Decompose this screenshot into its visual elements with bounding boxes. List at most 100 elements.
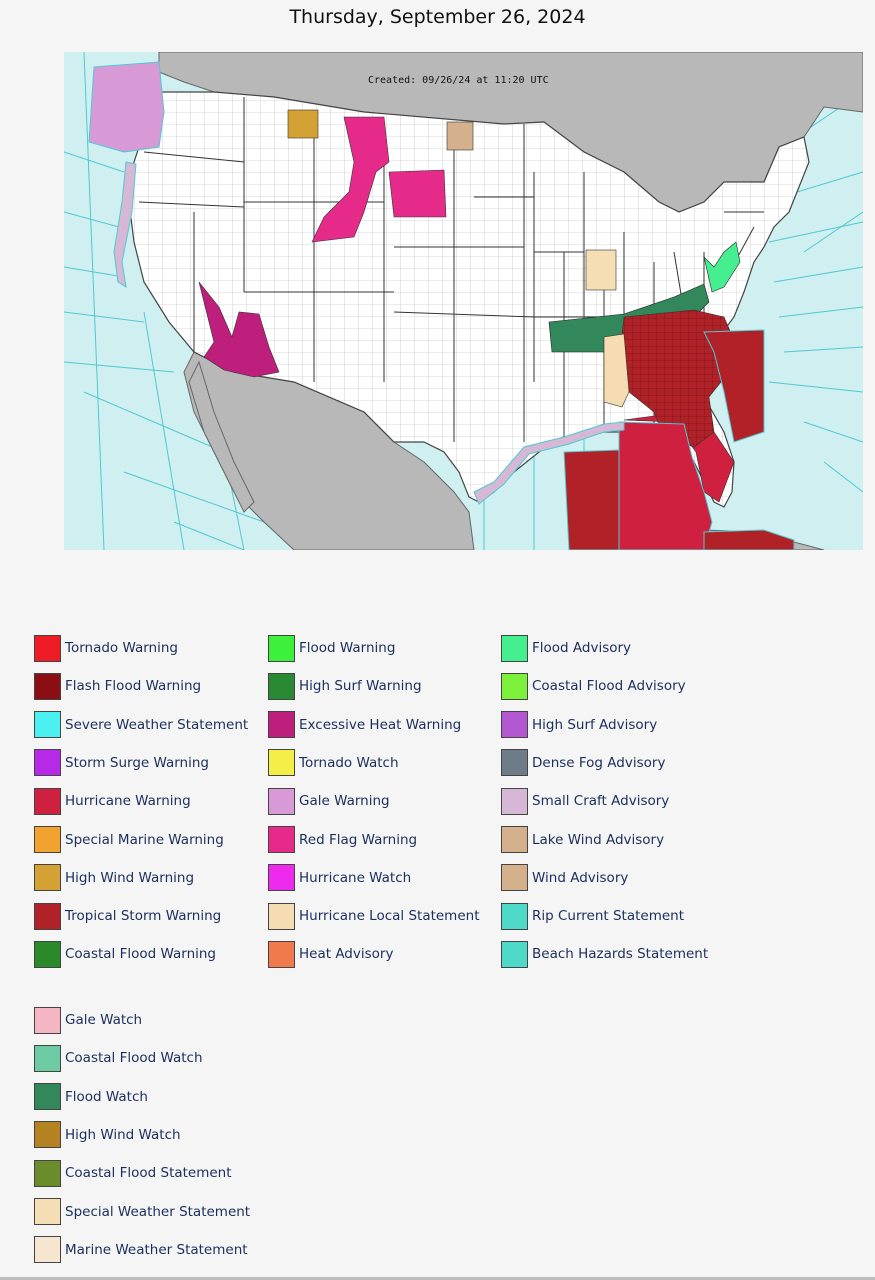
legend-swatch (34, 1006, 61, 1034)
hurricane-warning-gulf-marine (618, 421, 713, 550)
legend-label: Flood Warning (299, 640, 396, 656)
legend-label: High Wind Warning (65, 869, 195, 886)
legend-item-excessive-heat-warning: Excessive Heat Warning (268, 711, 461, 739)
high-wind-warning-montana (287, 109, 319, 139)
legend-label: Hurricane Warning (65, 793, 191, 810)
page-date-title: Thursday, September 26, 2024 (289, 6, 586, 28)
legend-swatch (34, 1121, 61, 1149)
legend-label: Marine Weather Statement (65, 1241, 248, 1258)
small-craft-advisory-gulf-coast (473, 421, 625, 505)
map-created-timestamp: Created: 09/26/24 at 11:20 UTC (368, 75, 549, 86)
legend-swatch (268, 826, 295, 853)
legend-item-red-flag-warning: Red Flag Warning (268, 826, 417, 854)
legend-item-severe-weather-statement: Severe Weather Statement (34, 711, 248, 739)
legend-label: Special Weather Statement (65, 1203, 251, 1220)
legend-item-heat-advisory: Heat Advisory (268, 940, 393, 968)
legend-label: Dense Fog Advisory (532, 754, 666, 771)
legend-label: High Surf Warning (299, 678, 422, 695)
legend-item-hurricane-watch: Hurricane Watch (268, 864, 411, 892)
legend-label: Heat Advisory (299, 946, 394, 963)
legend-item-flash-flood-warning: Flash Flood Warning (34, 672, 201, 700)
legend-item-coastal-flood-warning: Coastal Flood Warning (34, 940, 216, 968)
legend-swatch (501, 711, 528, 739)
legend-label: Rip Current Statement (532, 908, 685, 925)
legend-swatch (34, 1044, 61, 1072)
legend-item-storm-surge-warning: Storm Surge Warning (34, 749, 209, 777)
legend-item-small-craft-advisory: Small Craft Advisory (501, 787, 669, 815)
legend-label: Hurricane Watch (299, 869, 412, 886)
tropical-storm-warning-gulf-west (563, 449, 620, 550)
legend-item-flood-warning: Flood Warning (268, 634, 395, 662)
legend-label: Excessive Heat Warning (299, 716, 462, 733)
legend-item-tornado-warning: Tornado Warning (34, 634, 178, 662)
legend-label: Flood Watch (65, 1088, 148, 1105)
tropical-storm-warning-atlantic (703, 329, 765, 443)
legend-item-flood-watch: Flood Watch (34, 1083, 148, 1111)
red-flag-warning-montana (311, 116, 390, 243)
legend-item-coastal-flood-statement: Coastal Flood Statement (34, 1159, 232, 1187)
legend-item-wind-advisory: Wind Advisory (501, 864, 628, 892)
legend-swatch (268, 787, 295, 815)
tropical-storm-warning-cuba-strait (703, 529, 795, 550)
legend-item-special-marine-warning: Special Marine Warning (34, 826, 224, 854)
gale-warning-zone-pacific-nw (88, 61, 165, 153)
legend-swatch (268, 864, 295, 892)
legend-item-coastal-flood-advisory: Coastal Flood Advisory (501, 672, 686, 700)
legend-item-high-surf-warning: High Surf Warning (268, 672, 422, 700)
legend-label: Beach Hazards Statement (532, 946, 709, 963)
legend-item-high-wind-watch: High Wind Watch (34, 1121, 181, 1149)
legend-label: Flood Advisory (532, 640, 632, 656)
flood-advisory-virginia (703, 241, 741, 293)
legend-item-flood-advisory: Flood Advisory (501, 634, 631, 662)
legend-swatch (268, 749, 295, 777)
legend-item-gale-watch: Gale Watch (34, 1006, 142, 1034)
legend-item-high-wind-warning: High Wind Warning (34, 864, 194, 892)
legend-label: Gale Warning (299, 793, 390, 810)
legend-swatch (34, 826, 61, 853)
legend-item-rip-current-statement: Rip Current Statement (501, 902, 684, 930)
small-craft-advisory-west-coast (113, 161, 137, 289)
legend-swatch (501, 787, 528, 815)
legend-swatch (34, 1083, 61, 1111)
legend-swatch (34, 864, 61, 892)
legend-label: Coastal Flood Advisory (532, 678, 686, 695)
legend-label: Severe Weather Statement (65, 716, 249, 733)
legend-swatch (268, 711, 295, 739)
baja-peninsula (188, 360, 255, 513)
legend-label: Flash Flood Warning (65, 678, 202, 695)
legend-swatch (268, 634, 295, 662)
legend-item-beach-hazards-statement: Beach Hazards Statement (501, 940, 708, 968)
legend-label: Coastal Flood Warning (65, 946, 216, 963)
legend-label: Tornado Watch (299, 754, 399, 771)
legend-item-lake-wind-advisory: Lake Wind Advisory (501, 826, 664, 854)
us-landmass (128, 91, 810, 508)
legend-swatch (501, 672, 528, 700)
red-flag-warning-dakotas (388, 169, 447, 218)
legend-swatch (34, 634, 61, 662)
legend-label: Lake Wind Advisory (532, 831, 665, 848)
excessive-heat-warning-southwest (198, 281, 280, 378)
legend-label: Red Flag Warning (299, 831, 418, 848)
legend-label: High Surf Advisory (532, 716, 658, 733)
legend-label: Small Craft Advisory (532, 793, 670, 810)
legend-label: Storm Surge Warning (65, 754, 209, 771)
legend-item-coastal-flood-watch: Coastal Flood Watch (34, 1044, 203, 1072)
legend-item-tropical-storm-warning: Tropical Storm Warning (34, 902, 221, 930)
legend-label: Coastal Flood Watch (65, 1050, 203, 1067)
legend-swatch (268, 940, 295, 968)
legend-label: Special Marine Warning (65, 831, 224, 848)
legend-item-hurricane-local-statement: Hurricane Local Statement (268, 902, 480, 930)
legend-item-tornado-watch: Tornado Watch (268, 749, 399, 777)
legend-swatch (501, 634, 528, 662)
legend-label: Hurricane Local Statement (299, 908, 480, 925)
legend-label: Gale Watch (65, 1012, 143, 1028)
legend-swatch (34, 711, 61, 739)
legend-swatch (501, 940, 528, 968)
page-bottom-divider (0, 1277, 875, 1280)
legend-swatch (268, 672, 295, 700)
legend-item-dense-fog-advisory: Dense Fog Advisory (501, 749, 665, 777)
legend-item-high-surf-advisory: High Surf Advisory (501, 711, 657, 739)
legend-swatch (34, 1159, 61, 1187)
tropical-storm-counties (619, 310, 739, 447)
legend-swatch (501, 864, 528, 892)
